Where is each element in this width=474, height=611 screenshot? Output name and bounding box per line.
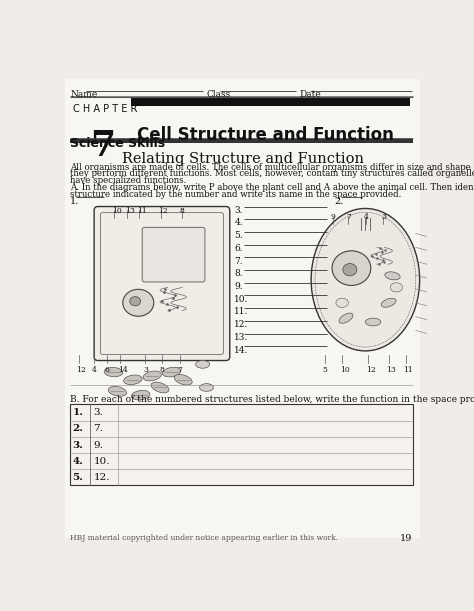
- Text: 6.: 6.: [235, 244, 243, 253]
- Text: 7.: 7.: [93, 425, 103, 433]
- Text: 5.: 5.: [73, 473, 83, 482]
- Text: 13: 13: [386, 366, 396, 374]
- Text: 12: 12: [158, 207, 168, 215]
- Text: have specialized functions.: have specialized functions.: [70, 176, 186, 185]
- Text: 7: 7: [346, 213, 351, 221]
- Text: 6: 6: [104, 366, 109, 374]
- Text: 11: 11: [403, 366, 413, 374]
- Ellipse shape: [196, 360, 210, 368]
- Text: Cell Structure and Function: Cell Structure and Function: [137, 126, 393, 144]
- Text: 9.: 9.: [93, 441, 103, 450]
- Text: 14: 14: [118, 366, 128, 374]
- Text: 3.: 3.: [235, 206, 243, 214]
- Text: 3: 3: [381, 213, 386, 221]
- Text: All organisms are made of cells. The cells of multicellular organisms differ in : All organisms are made of cells. The cel…: [70, 163, 474, 172]
- Ellipse shape: [163, 367, 181, 377]
- Text: Science Skills: Science Skills: [70, 137, 165, 150]
- Ellipse shape: [311, 208, 419, 351]
- Text: 14.: 14.: [235, 345, 249, 354]
- Ellipse shape: [365, 318, 381, 326]
- Text: Name: Name: [70, 90, 97, 99]
- Text: 1.: 1.: [73, 408, 83, 417]
- Text: 4: 4: [364, 213, 369, 221]
- Text: 13.: 13.: [235, 333, 249, 342]
- Text: 11: 11: [137, 207, 146, 215]
- Text: 10: 10: [112, 207, 122, 215]
- Text: A. In the diagrams below, write P above the plant cell and A above the animal ce: A. In the diagrams below, write P above …: [70, 183, 474, 192]
- Text: 12: 12: [366, 366, 376, 374]
- Text: HBJ material copyrighted under notice appearing earlier in this work.: HBJ material copyrighted under notice ap…: [70, 534, 338, 542]
- Text: Relating Structure and Function: Relating Structure and Function: [122, 152, 364, 166]
- Text: 4.: 4.: [235, 219, 243, 227]
- Text: 1.: 1.: [70, 197, 80, 205]
- Ellipse shape: [131, 390, 150, 400]
- Text: 7: 7: [178, 366, 182, 374]
- Text: 19: 19: [400, 534, 413, 543]
- Ellipse shape: [151, 382, 169, 392]
- Ellipse shape: [174, 375, 192, 385]
- Text: 10.: 10.: [93, 457, 110, 466]
- Ellipse shape: [200, 384, 213, 391]
- Text: 3: 3: [143, 366, 148, 374]
- Bar: [70, 139, 413, 142]
- Ellipse shape: [124, 375, 142, 385]
- FancyBboxPatch shape: [94, 207, 230, 360]
- Ellipse shape: [130, 296, 141, 306]
- Text: 12.: 12.: [235, 320, 249, 329]
- Ellipse shape: [381, 298, 396, 307]
- Ellipse shape: [143, 371, 162, 381]
- Ellipse shape: [332, 251, 371, 285]
- Ellipse shape: [123, 289, 154, 316]
- Text: 8: 8: [179, 207, 184, 215]
- Ellipse shape: [385, 272, 400, 280]
- Text: 7: 7: [90, 129, 115, 163]
- Bar: [130, 97, 410, 106]
- Text: 9.: 9.: [235, 282, 243, 291]
- Text: 2.: 2.: [334, 197, 344, 205]
- Text: 5: 5: [323, 366, 328, 374]
- Text: 12: 12: [76, 366, 86, 374]
- Text: Date: Date: [300, 90, 321, 99]
- Text: structure indicated by the number and write its name in the space provided.: structure indicated by the number and wr…: [70, 190, 401, 199]
- Text: 4.: 4.: [73, 457, 83, 466]
- Text: 7.: 7.: [235, 257, 243, 266]
- Text: 8: 8: [160, 366, 165, 374]
- Text: 3.: 3.: [73, 441, 83, 450]
- Text: 10.: 10.: [235, 295, 249, 304]
- Ellipse shape: [104, 367, 123, 377]
- Text: 4: 4: [92, 366, 97, 374]
- Text: they perform different functions. Most cells, however, contain tiny structures c: they perform different functions. Most c…: [70, 169, 474, 178]
- Text: 3.: 3.: [93, 408, 103, 417]
- Ellipse shape: [339, 313, 353, 323]
- Ellipse shape: [336, 298, 348, 307]
- Text: 10: 10: [340, 366, 349, 374]
- Text: 5.: 5.: [235, 231, 243, 240]
- Text: B. For each of the numbered structures listed below, write the function in the s: B. For each of the numbered structures l…: [70, 395, 474, 404]
- Text: 11.: 11.: [235, 307, 249, 316]
- Ellipse shape: [108, 386, 127, 397]
- Text: 13: 13: [125, 207, 135, 215]
- Bar: [70, 404, 413, 485]
- Text: 12.: 12.: [93, 473, 110, 482]
- FancyBboxPatch shape: [142, 227, 205, 282]
- Text: 2.: 2.: [73, 425, 83, 433]
- Ellipse shape: [390, 283, 402, 292]
- Text: C H A P T E R: C H A P T E R: [73, 104, 137, 114]
- Text: Class: Class: [207, 90, 231, 99]
- Ellipse shape: [343, 263, 357, 276]
- Text: 9: 9: [330, 213, 336, 221]
- Text: 8.: 8.: [235, 269, 243, 278]
